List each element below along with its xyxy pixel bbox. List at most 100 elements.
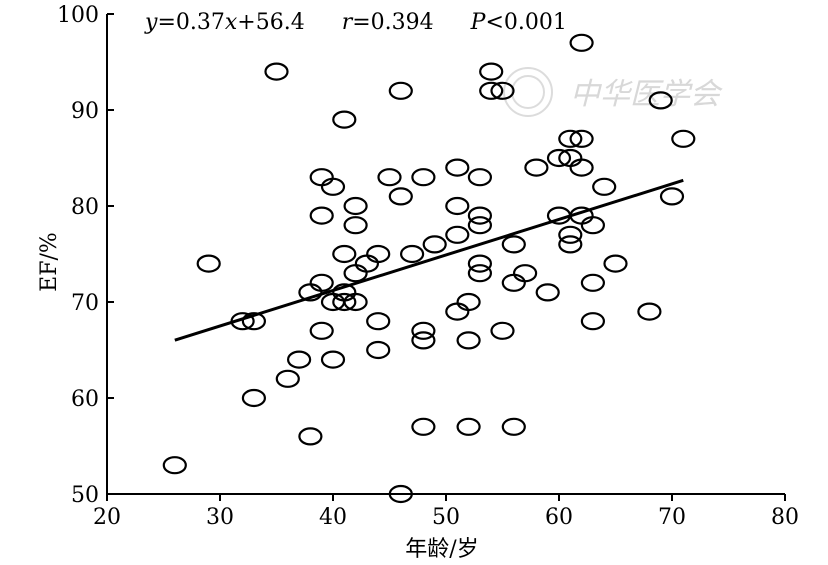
data-point xyxy=(467,168,492,187)
eq-intercept: +56.4 xyxy=(237,10,304,35)
data-point xyxy=(580,312,606,331)
data-point xyxy=(445,158,470,177)
data-point xyxy=(309,206,334,225)
x-tick-label: 20 xyxy=(93,505,121,530)
data-point xyxy=(354,254,379,273)
data-point xyxy=(162,456,187,475)
x-tick-label: 80 xyxy=(771,505,799,530)
data-point xyxy=(366,244,391,264)
data-point xyxy=(467,206,492,225)
data-point xyxy=(546,148,572,168)
data-point xyxy=(558,235,583,254)
data-point xyxy=(445,302,470,321)
data-point xyxy=(637,302,662,321)
eq-slope: =0.37 xyxy=(157,10,224,35)
data-point xyxy=(592,177,617,196)
data-point xyxy=(275,369,300,388)
x-tick-label: 30 xyxy=(206,505,234,530)
data-point xyxy=(264,62,289,81)
data-point xyxy=(479,81,504,100)
data-point xyxy=(467,254,492,273)
watermark: 中华医学会 xyxy=(503,67,723,117)
data-point xyxy=(569,129,594,148)
data-point xyxy=(456,292,481,312)
data-point xyxy=(411,417,436,436)
y-tick-label: 70 xyxy=(71,291,99,316)
x-axis-ticks: 20 30 40 50 60 70 80 xyxy=(93,494,799,530)
eq-y-var: y xyxy=(144,10,158,35)
data-point xyxy=(366,340,391,360)
y-axis-title: EF/% xyxy=(37,232,62,292)
y-tick-label: 80 xyxy=(71,195,99,220)
watermark-seal-inner-icon xyxy=(511,75,545,109)
watermark-text: 中华医学会 xyxy=(570,77,723,112)
data-point xyxy=(287,350,312,369)
data-point xyxy=(479,62,504,81)
data-point xyxy=(377,168,402,187)
data-point xyxy=(320,177,346,196)
data-point xyxy=(501,417,526,436)
data-point xyxy=(422,235,447,254)
x-tick-label: 50 xyxy=(432,505,460,530)
data-point xyxy=(343,292,368,312)
data-point xyxy=(501,235,526,254)
y-tick-label: 60 xyxy=(71,387,99,412)
data-points xyxy=(162,33,696,504)
y-tick-label: 50 xyxy=(71,483,99,508)
data-point xyxy=(309,273,334,292)
data-point xyxy=(343,264,368,283)
data-point xyxy=(332,292,357,312)
data-point xyxy=(411,168,436,187)
eq-p-value: <0.001 xyxy=(485,10,566,35)
data-point xyxy=(535,283,560,302)
data-point xyxy=(671,129,696,148)
data-point xyxy=(456,417,481,436)
data-point xyxy=(603,254,628,273)
data-point xyxy=(445,225,470,244)
data-point xyxy=(309,321,334,340)
data-point xyxy=(241,312,266,331)
data-point xyxy=(490,321,515,340)
eq-p-var: P xyxy=(470,10,487,35)
data-point xyxy=(456,331,481,350)
eq-r-value: =0.394 xyxy=(352,10,433,35)
data-point xyxy=(332,244,357,264)
data-point xyxy=(320,350,346,369)
data-point xyxy=(467,264,492,283)
data-point xyxy=(388,484,413,504)
data-point xyxy=(343,216,368,235)
regression-annotation: y=0.37x+56.4 r=0.394 P<0.001 xyxy=(144,10,567,35)
data-point xyxy=(400,244,425,264)
data-point xyxy=(343,196,368,216)
data-point xyxy=(648,91,673,110)
x-axis-title: 年龄/岁 xyxy=(405,537,478,562)
data-point xyxy=(490,81,515,100)
data-point xyxy=(569,33,594,52)
data-point xyxy=(558,129,583,148)
data-point xyxy=(309,168,334,187)
data-point xyxy=(332,110,357,129)
y-axis-ticks: 50 60 70 80 90 100 xyxy=(57,3,114,508)
x-tick-label: 40 xyxy=(319,505,347,530)
watermark-seal-icon xyxy=(503,67,553,117)
data-point xyxy=(196,254,221,273)
data-point xyxy=(411,321,436,340)
eq-x-var: x xyxy=(225,10,238,35)
data-point xyxy=(366,312,391,331)
data-point xyxy=(388,81,413,100)
eq-r-var: r xyxy=(342,10,354,35)
data-point xyxy=(580,273,606,292)
data-point xyxy=(388,187,413,206)
x-tick-label: 60 xyxy=(545,505,573,530)
regression-line xyxy=(174,178,684,342)
data-point xyxy=(659,187,685,206)
data-point xyxy=(524,158,549,177)
data-point xyxy=(445,196,470,216)
y-tick-label: 100 xyxy=(57,3,99,28)
data-point xyxy=(241,388,266,408)
x-tick-label: 70 xyxy=(658,505,686,530)
data-point xyxy=(298,427,323,446)
data-point xyxy=(501,273,526,292)
data-point xyxy=(512,264,538,283)
